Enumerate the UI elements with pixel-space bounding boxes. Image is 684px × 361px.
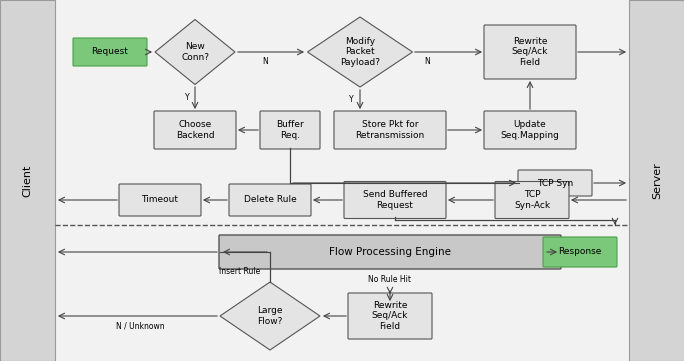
FancyBboxPatch shape: [543, 237, 617, 267]
FancyBboxPatch shape: [260, 111, 320, 149]
Text: Client: Client: [22, 165, 32, 197]
Text: Delete Rule: Delete Rule: [244, 196, 296, 204]
Text: N / Unknown: N / Unknown: [116, 322, 164, 331]
Text: Send Buffered
Request: Send Buffered Request: [363, 190, 428, 210]
FancyBboxPatch shape: [0, 0, 55, 361]
FancyBboxPatch shape: [229, 184, 311, 216]
Text: New
Conn?: New Conn?: [181, 42, 209, 62]
FancyBboxPatch shape: [344, 182, 446, 218]
Text: Insert Rule: Insert Rule: [220, 268, 261, 277]
Text: N: N: [424, 57, 430, 65]
Text: Buffer
Req.: Buffer Req.: [276, 120, 304, 140]
Text: Y: Y: [349, 95, 354, 104]
Polygon shape: [155, 19, 235, 84]
FancyBboxPatch shape: [73, 38, 147, 66]
Polygon shape: [220, 282, 320, 350]
Text: Update
Seq.Mapping: Update Seq.Mapping: [501, 120, 560, 140]
Text: Store Pkt for
Retransmission: Store Pkt for Retransmission: [356, 120, 425, 140]
FancyBboxPatch shape: [518, 170, 592, 196]
FancyBboxPatch shape: [334, 111, 446, 149]
Text: Request: Request: [92, 48, 129, 57]
FancyBboxPatch shape: [154, 111, 236, 149]
Text: Response: Response: [558, 248, 602, 257]
FancyBboxPatch shape: [484, 25, 576, 79]
Text: TCP Syn: TCP Syn: [537, 178, 573, 187]
FancyBboxPatch shape: [495, 182, 569, 218]
Text: Y: Y: [185, 93, 189, 103]
Text: Choose
Backend: Choose Backend: [176, 120, 214, 140]
Text: Rewrite
Seq/Ack
Field: Rewrite Seq/Ack Field: [512, 37, 548, 67]
Text: Server: Server: [652, 162, 662, 199]
Text: Modify
Packet
Payload?: Modify Packet Payload?: [340, 37, 380, 67]
Text: No Rule Hit: No Rule Hit: [369, 275, 412, 284]
Text: Timeout: Timeout: [142, 196, 179, 204]
Text: Rewrite
Seq/Ack
Field: Rewrite Seq/Ack Field: [372, 301, 408, 331]
FancyBboxPatch shape: [219, 235, 561, 269]
Text: Flow Processing Engine: Flow Processing Engine: [329, 247, 451, 257]
FancyBboxPatch shape: [484, 111, 576, 149]
Text: Large
Flow?: Large Flow?: [257, 306, 282, 326]
FancyBboxPatch shape: [348, 293, 432, 339]
Text: TCP
Syn-Ack: TCP Syn-Ack: [514, 190, 550, 210]
FancyBboxPatch shape: [629, 0, 684, 361]
Text: N: N: [262, 57, 268, 66]
FancyBboxPatch shape: [119, 184, 201, 216]
Polygon shape: [308, 17, 412, 87]
